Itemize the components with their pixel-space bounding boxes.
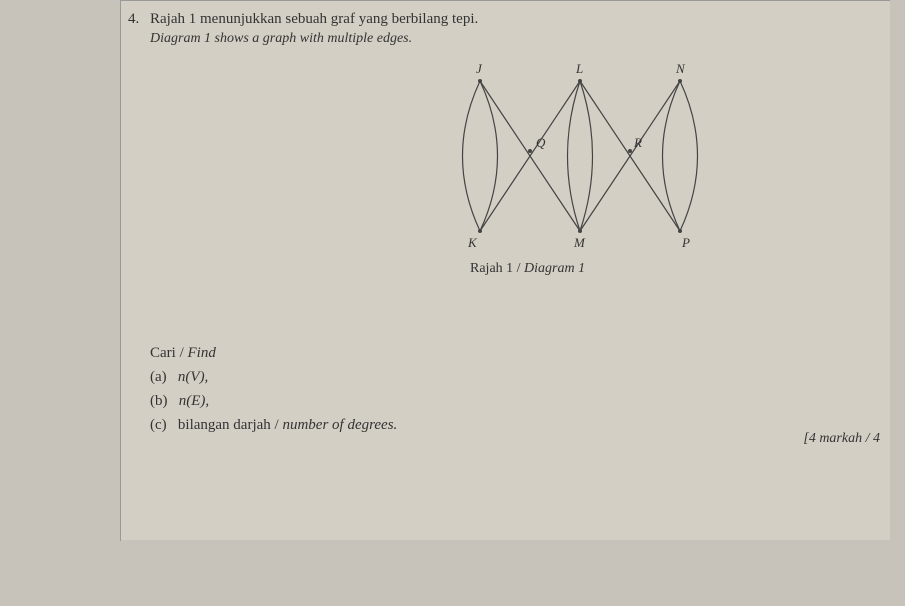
graph-node <box>578 229 582 233</box>
part-b-text: n(E), <box>179 393 209 409</box>
part-a-label: (a) <box>150 369 167 385</box>
graph-node <box>578 79 582 83</box>
graph-node-label: Q <box>536 135 546 150</box>
graph-edge <box>680 81 698 231</box>
graph-node <box>528 149 532 153</box>
graph-node <box>478 229 482 233</box>
question-text-my: Rajah 1 menunjukkan sebuah graf yang ber… <box>150 11 478 28</box>
graph-node-label: K <box>467 235 478 250</box>
graph-edge <box>568 81 581 231</box>
page: 4. Rajah 1 menunjukkan sebuah graf yang … <box>120 0 890 540</box>
graph-node <box>628 149 632 153</box>
graph-node-label: L <box>575 61 583 76</box>
margin-line <box>120 1 121 541</box>
graph-node-label: N <box>675 61 686 76</box>
find-label-en: Find <box>188 345 216 361</box>
graph-node <box>678 79 682 83</box>
graph-node <box>678 229 682 233</box>
part-b-label: (b) <box>150 393 168 409</box>
question-number: 4. <box>128 11 139 28</box>
graph-node-label: M <box>573 235 586 250</box>
diagram-caption: Rajah 1 / Diagram 1 <box>470 261 585 277</box>
part-c-text-my: bilangan darjah / <box>178 417 283 433</box>
caption-my: Rajah 1 / <box>470 261 524 276</box>
question-text-en: Diagram 1 shows a graph with multiple ed… <box>150 31 412 47</box>
graph-edge <box>580 81 593 231</box>
part-c-label: (c) <box>150 417 167 433</box>
marks-label: [4 markah / 4 <box>803 431 880 447</box>
caption-en: Diagram 1 <box>524 261 585 276</box>
graph-node-label: R <box>633 135 642 150</box>
part-a-text: n(V), <box>178 369 208 385</box>
graph-diagram: J K L M N P Q R <box>420 61 740 261</box>
find-label-my: Cari / <box>150 345 188 361</box>
graph-node <box>478 79 482 83</box>
part-c-text-en: number of degrees. <box>282 417 397 433</box>
graph-edge <box>463 81 481 231</box>
graph-node-label: P <box>681 235 690 250</box>
graph-node-label: J <box>476 61 483 76</box>
find-block: Cari / Find (a) n(V), (b) n(E), (c) bila… <box>150 341 397 437</box>
